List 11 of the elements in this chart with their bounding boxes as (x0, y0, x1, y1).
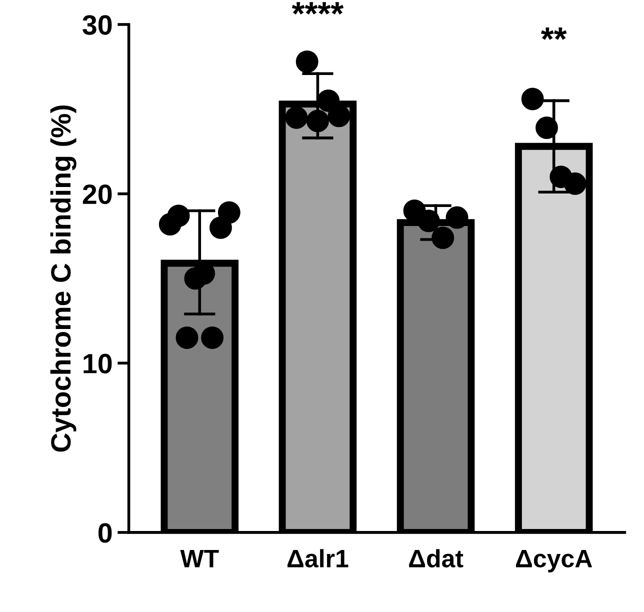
y-tick-label: 10 (84, 354, 112, 374)
x-tick-label: Δdat (409, 549, 464, 568)
annotation: **** (292, 2, 344, 14)
y-tick-label: 30 (82, 15, 112, 35)
y-tick-label: 0 (98, 523, 112, 543)
y-axis-title: Cytochrome C binding (%) (50, 105, 76, 452)
x-tick-label: WT (180, 550, 219, 568)
x-tick-label: Δalr1 (287, 549, 348, 568)
annotation: ** (540, 27, 567, 40)
y-tick-label: 20 (82, 184, 112, 204)
x-tick-label: ΔcycA (516, 550, 592, 572)
